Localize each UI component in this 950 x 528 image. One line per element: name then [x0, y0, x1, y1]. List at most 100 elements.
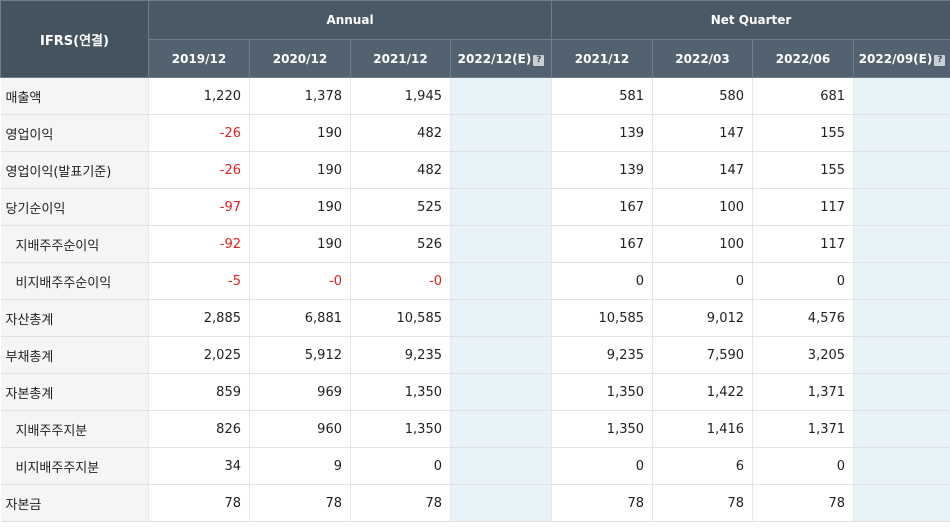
table-cell: 1,422 — [652, 373, 754, 411]
period-header: 2021/12 — [350, 39, 451, 78]
table-cell: 5,912 — [249, 336, 351, 374]
table-cell: 4,576 — [752, 299, 855, 337]
table-cell — [450, 484, 553, 522]
table-cell: 10,585 — [350, 299, 451, 337]
table-cell — [450, 77, 553, 115]
table-cell: 190 — [249, 188, 351, 226]
table-cell: 2,025 — [148, 336, 250, 374]
table-cell: 482 — [350, 151, 451, 189]
table-cell: 0 — [551, 447, 654, 485]
table-cell — [450, 373, 553, 411]
table-cell — [853, 114, 950, 152]
table-cell: 0 — [350, 447, 451, 485]
table-cell: 147 — [652, 114, 754, 152]
table-cell: 139 — [551, 114, 654, 152]
table-cell: 6,881 — [249, 299, 351, 337]
row-label: 자본금 — [0, 484, 149, 522]
table-cell: 139 — [551, 151, 654, 189]
table-row: 자산총계 2,885 6,881 10,585 10,585 9,012 4,576 — [0, 299, 950, 337]
table-cell: 0 — [551, 262, 654, 300]
period-header: 2022/09(E)? — [853, 39, 950, 78]
table-row: 매출액 1,220 1,378 1,945 581 580 681 — [0, 77, 950, 115]
table-cell: 190 — [249, 225, 351, 263]
table-cell: 78 — [652, 484, 754, 522]
table-cell — [853, 484, 950, 522]
row-label: 당기순이익 — [0, 188, 149, 226]
header-corner: IFRS(연결) — [0, 0, 149, 78]
table-cell: 0 — [752, 262, 855, 300]
table-cell — [450, 114, 553, 152]
table-cell: 7,590 — [652, 336, 754, 374]
table-cell: -26 — [148, 151, 250, 189]
table-cell: 78 — [249, 484, 351, 522]
table-cell: 581 — [551, 77, 654, 115]
table-cell — [853, 77, 950, 115]
table-cell: 100 — [652, 225, 754, 263]
table-cell: 9,012 — [652, 299, 754, 337]
estimate-help-icon[interactable]: ? — [533, 54, 545, 66]
table-cell: 1,378 — [249, 77, 351, 115]
table-cell — [853, 410, 950, 448]
table-cell: 526 — [350, 225, 451, 263]
table-cell: 34 — [148, 447, 250, 485]
row-label: 비지배주주지분 — [0, 447, 149, 485]
table-cell: 78 — [752, 484, 855, 522]
table-cell: 147 — [652, 151, 754, 189]
table-cell: 1,371 — [752, 373, 855, 411]
table-row: 영업이익 -26 190 482 139 147 155 — [0, 114, 950, 152]
table-cell: 78 — [350, 484, 451, 522]
row-label: 매출액 — [0, 77, 149, 115]
table-cell — [450, 299, 553, 337]
period-header: 2022/03 — [652, 39, 754, 78]
table-cell: -92 — [148, 225, 250, 263]
table-cell — [450, 447, 553, 485]
table-cell: 525 — [350, 188, 451, 226]
table-cell — [450, 410, 553, 448]
row-label: 영업이익(발표기준) — [0, 151, 149, 189]
period-header: 2019/12 — [148, 39, 250, 78]
table-cell: 9,235 — [551, 336, 654, 374]
table-cell: 0 — [752, 447, 855, 485]
table-cell: 2,885 — [148, 299, 250, 337]
table-cell — [450, 225, 553, 263]
period-header: 2021/12 — [551, 39, 654, 78]
table-row: 자본금 78 78 78 78 78 78 — [0, 484, 950, 522]
table-cell: 155 — [752, 114, 855, 152]
period-header: 2022/06 — [752, 39, 855, 78]
table-cell: 826 — [148, 410, 250, 448]
row-label: 비지배주주순이익 — [0, 262, 149, 300]
table-cell: 190 — [249, 114, 351, 152]
table-cell: 681 — [752, 77, 855, 115]
table-cell: 580 — [652, 77, 754, 115]
table-row: 지배주주지분 826 960 1,350 1,350 1,416 1,371 — [0, 410, 950, 448]
table-cell: 9,235 — [350, 336, 451, 374]
row-label: 영업이익 — [0, 114, 149, 152]
table-cell: -26 — [148, 114, 250, 152]
row-label: 부채총계 — [0, 336, 149, 374]
table-cell: 482 — [350, 114, 451, 152]
row-label: 자산총계 — [0, 299, 149, 337]
period-label: 2022/12(E) — [457, 51, 532, 66]
period-label: 2019/12 — [171, 51, 227, 66]
period-label: 2022/09(E) — [858, 51, 933, 66]
table-cell: 0 — [652, 262, 754, 300]
table-row: 부채총계 2,025 5,912 9,235 9,235 7,590 3,205 — [0, 336, 950, 374]
table-cell: 859 — [148, 373, 250, 411]
table-cell: 1,350 — [350, 373, 451, 411]
period-label: 2021/12 — [373, 51, 428, 66]
table-cell — [853, 151, 950, 189]
table-cell: 9 — [249, 447, 351, 485]
table-cell: 969 — [249, 373, 351, 411]
estimate-help-icon[interactable]: ? — [934, 54, 946, 66]
table-row: 비지배주주지분 34 9 0 0 6 0 — [0, 447, 950, 485]
table-cell — [853, 188, 950, 226]
table-cell — [450, 336, 553, 374]
table-cell: 3,205 — [752, 336, 855, 374]
table-cell: 1,350 — [350, 410, 451, 448]
table-cell: 78 — [148, 484, 250, 522]
table-cell — [853, 373, 950, 411]
period-label: 2020/12 — [272, 51, 328, 66]
table-cell: 100 — [652, 188, 754, 226]
table-cell: 1,416 — [652, 410, 754, 448]
table-cell — [450, 188, 553, 226]
